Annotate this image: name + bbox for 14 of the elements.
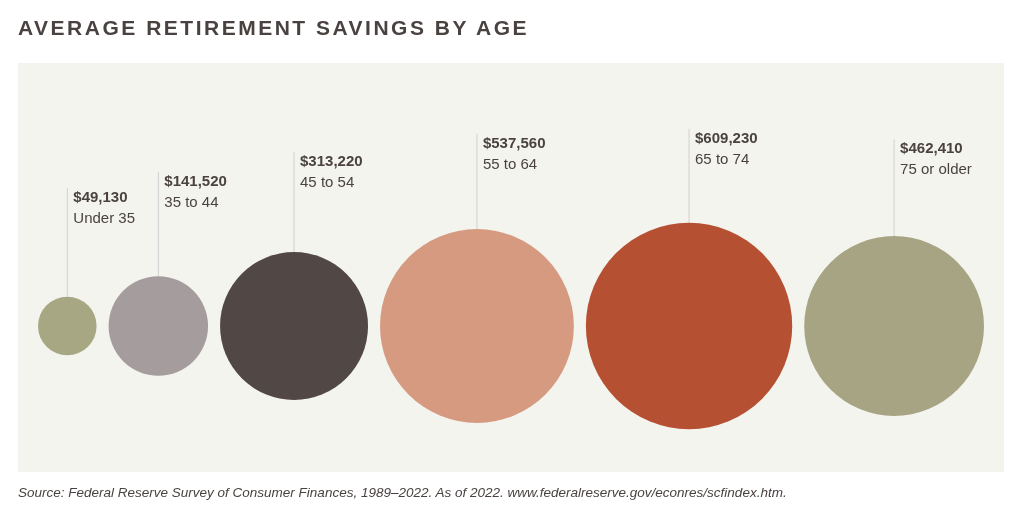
data-label: $313,220 — [300, 152, 363, 170]
category-label: 65 to 74 — [695, 149, 750, 167]
text: AVERAGE RETIREMENT SAVINGS BY AGE — [18, 16, 530, 40]
category-label: 55 to 64 — [482, 154, 538, 172]
data-label: $462,410 — [900, 139, 963, 157]
category-label: 35 to 44 — [164, 192, 219, 210]
data-label: $609,230 — [695, 128, 758, 146]
data-label: $537,560 — [482, 133, 546, 151]
source-note: Source: Federal Reserve Survey of Consumer Finances, 1989–2022. As of 2022. www.federalreserve.gov/econres/scfindex.htm. — [18, 485, 787, 500]
data-label: $141,520 — [164, 171, 227, 189]
category-label: 45 to 54 — [300, 173, 355, 191]
category-label: 75 or older — [900, 160, 972, 178]
category-label: Under 35 — [73, 208, 136, 226]
data-label: $49,130 — [73, 187, 128, 205]
